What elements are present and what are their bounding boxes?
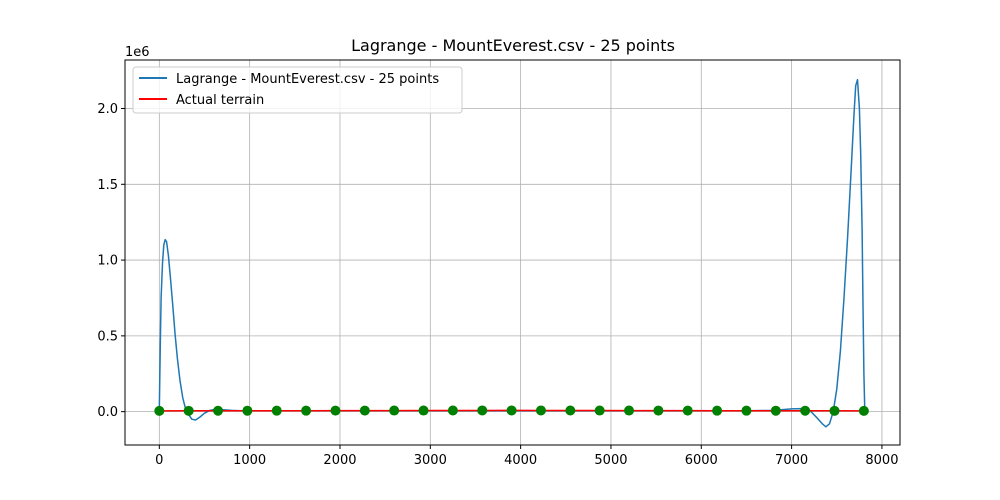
chart-title: Lagrange - MountEverest.csv - 25 points	[351, 36, 675, 55]
x-tick-label-4: 4000	[504, 453, 537, 468]
x-tick-label-7: 7000	[775, 453, 808, 468]
y-tick-label-1: 0.5	[97, 329, 118, 344]
node-marker-15	[594, 405, 605, 416]
y-tick-label-0: 0.0	[97, 405, 118, 420]
node-marker-16	[624, 405, 635, 416]
node-marker-3	[242, 405, 253, 416]
node-marker-8	[389, 405, 400, 416]
node-marker-22	[800, 405, 811, 416]
x-tick-label-8: 8000	[865, 453, 898, 468]
node-marker-0	[154, 405, 165, 416]
plot-layer	[154, 78, 869, 428]
legend-label-actual-terrain: Actual terrain	[176, 93, 264, 108]
node-marker-13	[535, 405, 546, 416]
node-marker-23	[829, 405, 840, 416]
axis-layer: 0 1000 2000 3000 4000 5000 6000 7000 8000 0.0 0.5 1…	[97, 102, 898, 468]
node-marker-18	[682, 405, 693, 416]
node-marker-12	[506, 405, 517, 416]
node-marker-19	[712, 405, 723, 416]
node-marker-20	[741, 405, 752, 416]
y-offset-text: 1e6	[125, 45, 150, 60]
node-marker-21	[770, 405, 781, 416]
x-tick-label-1: 1000	[233, 453, 266, 468]
y-tick-label-3: 1.5	[97, 178, 118, 193]
y-tick-label-4: 2.0	[97, 102, 118, 117]
x-tick-label-2: 2000	[323, 453, 356, 468]
legend: Lagrange - MountEverest.csv - 25 points …	[132, 66, 463, 114]
node-marker-17	[653, 405, 664, 416]
x-tick-label-0: 0	[155, 453, 163, 468]
node-marker-24	[858, 405, 869, 416]
node-marker-1	[183, 405, 194, 416]
node-marker-6	[330, 405, 341, 416]
legend-box	[132, 66, 463, 114]
node-marker-9	[418, 405, 429, 416]
node-marker-2	[213, 405, 224, 416]
x-tick-label-5: 5000	[594, 453, 627, 468]
node-marker-14	[565, 405, 576, 416]
plot-frame	[124, 59, 901, 446]
node-marker-4	[271, 405, 282, 416]
x-tick-label-6: 6000	[685, 453, 718, 468]
node-marker-11	[477, 405, 488, 416]
node-marker-10	[447, 405, 458, 416]
y-tick-label-2: 1.0	[97, 254, 118, 269]
node-marker-7	[359, 405, 370, 416]
legend-label-lagrange: Lagrange - MountEverest.csv - 25 points	[176, 72, 439, 87]
x-tick-label-3: 3000	[414, 453, 447, 468]
node-marker-5	[301, 405, 312, 416]
